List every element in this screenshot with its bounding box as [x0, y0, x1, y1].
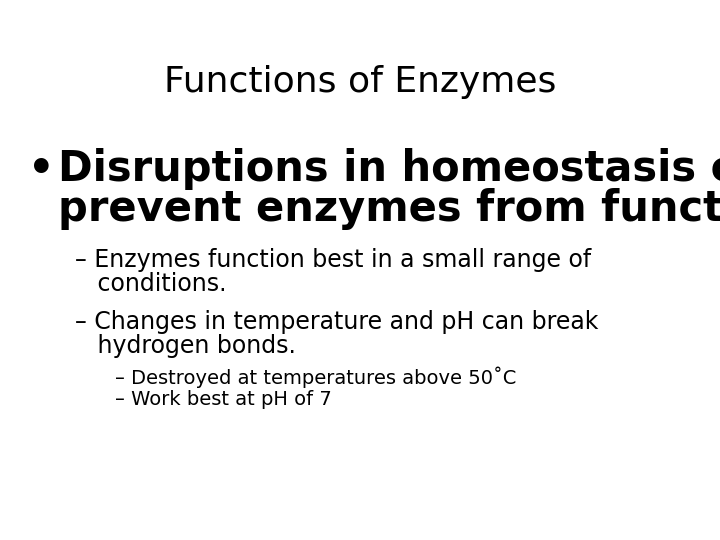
Text: conditions.: conditions. [75, 272, 227, 296]
Text: – Changes in temperature and pH can break: – Changes in temperature and pH can brea… [75, 310, 598, 334]
Text: •: • [28, 148, 55, 190]
Text: – Enzymes function best in a small range of: – Enzymes function best in a small range… [75, 248, 591, 272]
Text: – Destroyed at temperatures above 50˚C: – Destroyed at temperatures above 50˚C [115, 367, 516, 388]
Text: Disruptions in homeostasis can: Disruptions in homeostasis can [58, 148, 720, 190]
Text: prevent enzymes from functioning.: prevent enzymes from functioning. [58, 188, 720, 230]
Text: hydrogen bonds.: hydrogen bonds. [75, 334, 296, 358]
Text: – Work best at pH of 7: – Work best at pH of 7 [115, 390, 332, 409]
Text: Functions of Enzymes: Functions of Enzymes [164, 65, 556, 99]
